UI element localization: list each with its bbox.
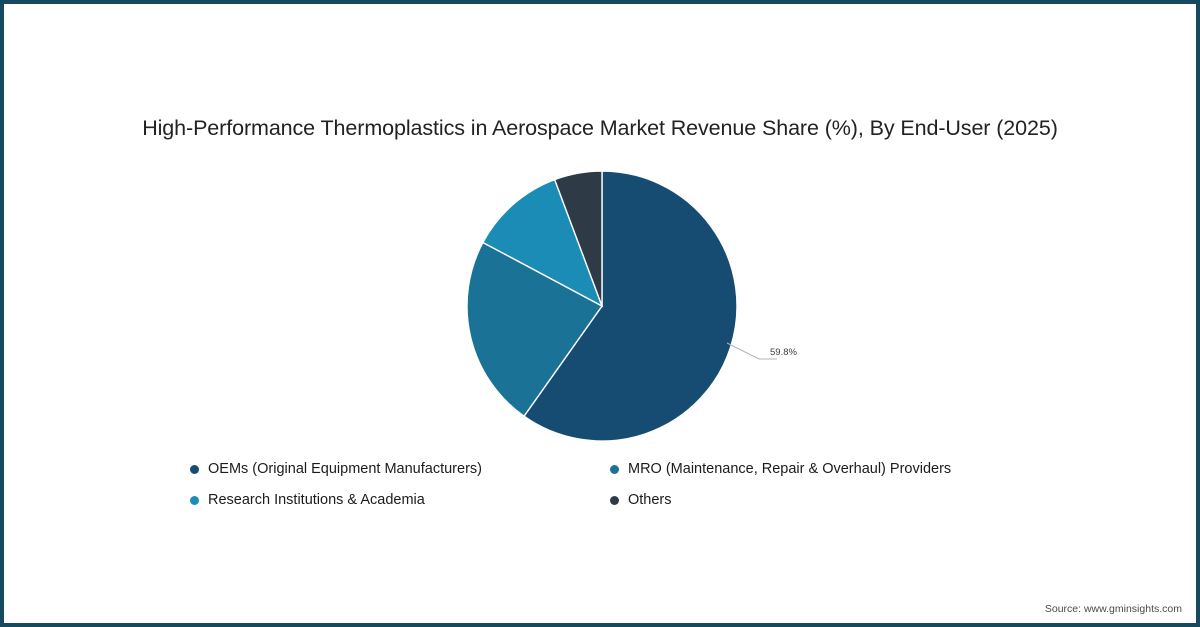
- pie-slice-group: [466, 170, 738, 442]
- chart-legend: OEMs (Original Equipment Manufacturers) M…: [190, 454, 1070, 516]
- page-title: High-Performance Thermoplastics in Aeros…: [142, 116, 1058, 140]
- pie-slice: [523, 170, 738, 442]
- legend-swatch-icon: [190, 496, 199, 505]
- chart-canvas: High-Performance Thermoplastics in Aeros…: [4, 4, 1196, 623]
- pie-chart: [459, 163, 777, 453]
- pie-slice-label-oems: 59.8%: [770, 347, 797, 358]
- legend-item[interactable]: MRO (Maintenance, Repair & Overhaul) Pro…: [610, 454, 1030, 485]
- legend-item[interactable]: OEMs (Original Equipment Manufacturers): [190, 454, 610, 485]
- legend-swatch-icon: [190, 465, 199, 474]
- legend-item-label: OEMs (Original Equipment Manufacturers): [208, 461, 482, 478]
- legend-item[interactable]: Research Institutions & Academia: [190, 485, 610, 516]
- legend-swatch-icon: [610, 465, 619, 474]
- source-attribution: Source: www.gminsights.com: [1044, 603, 1182, 615]
- pie-slice: [481, 178, 604, 308]
- legend-item-label: MRO (Maintenance, Repair & Overhaul) Pro…: [628, 461, 952, 478]
- legend-item-label: Research Institutions & Academia: [208, 492, 425, 509]
- leader-line-oems: [726, 342, 777, 360]
- pie-chart-svg: [466, 170, 777, 442]
- pie-slice: [466, 241, 604, 418]
- legend-item[interactable]: Others: [610, 485, 1030, 516]
- pie-slice: [553, 170, 603, 307]
- legend-item-label: Others: [628, 492, 672, 509]
- legend-swatch-icon: [610, 496, 619, 505]
